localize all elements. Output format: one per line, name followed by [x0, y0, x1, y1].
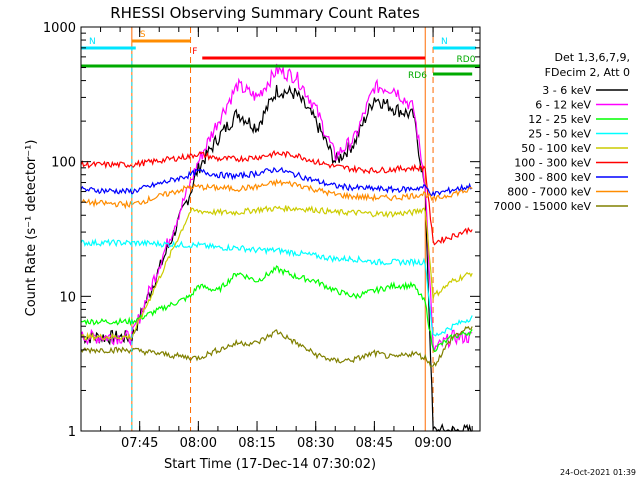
series-line-3 [80, 238, 473, 337]
series-line-1 [80, 63, 473, 352]
series-line-0 [80, 84, 473, 433]
legend-label-5: 100 - 300 keV [514, 157, 591, 170]
y-tick-label-3: 1000 [43, 21, 76, 36]
observing-flags: S N N F RD0 RD6 [81, 30, 480, 431]
x-tick-label-2: 08:15 [238, 436, 275, 451]
chart-title: RHESSI Observing Summary Count Rates [110, 4, 420, 22]
flag-label-1: N [89, 37, 96, 47]
flag-label-0: S [140, 30, 146, 40]
flag-label-4: RD0 [457, 55, 476, 65]
generation-timestamp: 24-Oct-2021 01:39 [560, 468, 636, 477]
series-line-2 [80, 265, 473, 353]
series-line-7 [80, 178, 473, 210]
plot-frame [80, 26, 481, 432]
flag-label-2: N [441, 37, 448, 47]
flag-label-5: RD6 [408, 71, 427, 81]
legend-label-3: 25 - 50 keV [528, 128, 591, 141]
legend-label-0: 3 - 6 keV [542, 84, 591, 97]
legend-label-8: 7000 - 15000 keV [493, 200, 591, 213]
series-line-6 [80, 166, 473, 198]
y-axis-label: Count Rate (s⁻¹ detector⁻¹) [24, 140, 39, 317]
x-tick-label-4: 08:45 [356, 436, 393, 451]
y-tick-label-0: 1 [68, 425, 76, 440]
series-lines [80, 63, 473, 433]
y-tick-label-1: 10 [59, 290, 76, 305]
x-axis-label: Start Time (17-Dec-14 07:30:02) [164, 457, 376, 472]
series-line-8 [80, 325, 473, 368]
x-tick-label-5: 09:00 [414, 436, 451, 451]
legend-label-2: 12 - 25 keV [528, 113, 591, 126]
series-line-5 [80, 149, 473, 246]
legend-header-line-2: FDecim 2, Att 0 [545, 66, 630, 79]
y-tick-label-2: 100 [51, 156, 76, 171]
legend-label-4: 50 - 100 keV [521, 142, 591, 155]
x-tick-label-0: 07:45 [121, 436, 158, 451]
legend-label-6: 300 - 800 keV [514, 171, 591, 184]
x-tick-label-1: 08:00 [180, 436, 217, 451]
legend-label-7: 800 - 7000 keV [507, 186, 591, 199]
axes: 1 10 100 1000 07:45 08:00 08:15 08:30 08:45 09:00 [43, 21, 481, 451]
series-line-4 [80, 205, 473, 342]
flag-label-3: F [192, 47, 197, 57]
legend-label-1: 6 - 12 keV [535, 99, 591, 112]
x-tick-label-3: 08:30 [297, 436, 334, 451]
legend-header-line-1: Det 1,3,6,7,9, [554, 51, 630, 64]
